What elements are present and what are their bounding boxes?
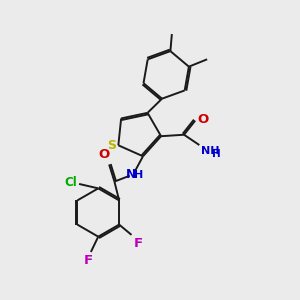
Text: F: F bbox=[84, 254, 93, 267]
Text: H: H bbox=[134, 169, 143, 179]
Text: NH: NH bbox=[201, 146, 220, 156]
Text: H: H bbox=[212, 148, 220, 159]
Text: O: O bbox=[98, 148, 110, 161]
Text: O: O bbox=[198, 113, 209, 126]
Text: Cl: Cl bbox=[64, 176, 77, 189]
Text: N: N bbox=[126, 168, 137, 181]
Text: F: F bbox=[134, 237, 143, 250]
Text: S: S bbox=[107, 139, 116, 152]
